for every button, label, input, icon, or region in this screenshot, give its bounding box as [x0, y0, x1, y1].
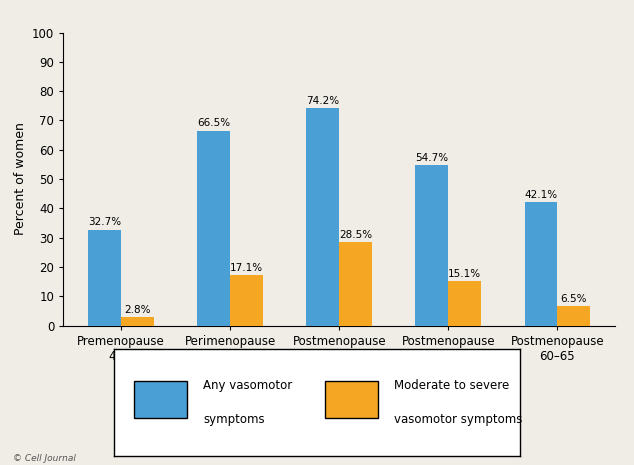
Bar	[121, 317, 154, 325]
Text: 66.5%: 66.5%	[197, 119, 230, 128]
Y-axis label: Percent of women: Percent of women	[13, 123, 27, 235]
FancyBboxPatch shape	[134, 381, 187, 418]
X-axis label: Menopausal status: Menopausal status	[265, 370, 413, 384]
Text: 6.5%: 6.5%	[560, 294, 587, 304]
Text: symptoms: symptoms	[204, 413, 265, 426]
Text: 42.1%: 42.1%	[524, 190, 557, 200]
Text: 15.1%: 15.1%	[448, 269, 481, 279]
Text: 2.8%: 2.8%	[124, 305, 151, 315]
Bar	[89, 230, 121, 326]
Text: © Cell Journal: © Cell Journal	[13, 454, 75, 463]
Bar	[415, 165, 448, 326]
Bar	[524, 202, 557, 326]
Bar	[557, 306, 590, 325]
FancyBboxPatch shape	[325, 381, 378, 418]
Text: Any vasomotor: Any vasomotor	[204, 379, 293, 392]
Bar	[339, 242, 372, 326]
Bar	[230, 275, 263, 325]
Text: vasomotor symptoms: vasomotor symptoms	[394, 413, 522, 426]
Bar	[197, 131, 230, 326]
Text: 32.7%: 32.7%	[88, 217, 121, 227]
Text: Moderate to severe: Moderate to severe	[394, 379, 509, 392]
Bar	[448, 281, 481, 326]
Text: 74.2%: 74.2%	[306, 96, 339, 106]
Text: 54.7%: 54.7%	[415, 153, 448, 163]
Bar	[306, 108, 339, 326]
Text: 28.5%: 28.5%	[339, 230, 372, 239]
Text: 17.1%: 17.1%	[230, 263, 263, 273]
